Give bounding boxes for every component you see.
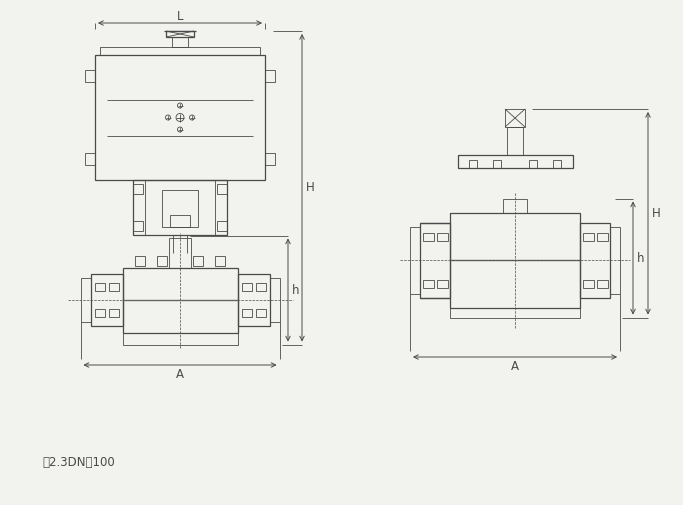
Bar: [100, 47, 260, 55]
Bar: [172, 37, 188, 47]
Bar: [503, 198, 527, 213]
Bar: [157, 256, 167, 266]
Bar: [95, 55, 265, 180]
Bar: [270, 278, 279, 322]
Bar: [255, 309, 266, 317]
Bar: [553, 160, 561, 168]
Bar: [242, 283, 251, 291]
Bar: [94, 309, 104, 317]
Bar: [255, 283, 266, 291]
Bar: [122, 332, 238, 344]
Bar: [166, 31, 194, 37]
Bar: [493, 160, 501, 168]
Bar: [94, 283, 104, 291]
Bar: [450, 213, 580, 308]
Bar: [583, 279, 594, 287]
Text: h: h: [292, 283, 300, 296]
Bar: [505, 109, 525, 127]
Text: A: A: [176, 368, 184, 380]
Bar: [133, 180, 227, 235]
Bar: [91, 274, 122, 326]
Bar: [580, 223, 610, 297]
Text: A: A: [511, 360, 519, 373]
Text: h: h: [637, 251, 645, 265]
Bar: [583, 232, 594, 240]
Bar: [217, 184, 227, 194]
Bar: [215, 256, 225, 266]
Bar: [85, 70, 95, 82]
Bar: [133, 184, 143, 194]
Bar: [85, 153, 95, 165]
Bar: [597, 279, 608, 287]
Bar: [529, 160, 537, 168]
Bar: [135, 256, 145, 266]
Bar: [242, 309, 251, 317]
Bar: [169, 237, 191, 268]
Bar: [423, 232, 434, 240]
Bar: [109, 283, 118, 291]
Bar: [81, 278, 91, 322]
Bar: [122, 268, 238, 332]
Bar: [133, 221, 143, 231]
Bar: [458, 155, 572, 168]
Bar: [170, 215, 190, 227]
Bar: [450, 308, 580, 318]
Bar: [507, 127, 523, 155]
Bar: [265, 153, 275, 165]
Bar: [437, 232, 448, 240]
Text: H: H: [652, 207, 660, 220]
Bar: [162, 190, 198, 227]
Bar: [610, 227, 620, 293]
Text: L: L: [177, 10, 183, 23]
Bar: [410, 227, 420, 293]
Bar: [437, 279, 448, 287]
Bar: [597, 232, 608, 240]
Bar: [193, 256, 203, 266]
Bar: [217, 221, 227, 231]
Text: 图2.3DN＞100: 图2.3DN＞100: [42, 457, 115, 470]
Bar: [420, 223, 450, 297]
Bar: [265, 70, 275, 82]
Bar: [423, 279, 434, 287]
Text: H: H: [306, 181, 315, 194]
Bar: [238, 274, 270, 326]
Bar: [469, 160, 477, 168]
Bar: [109, 309, 118, 317]
